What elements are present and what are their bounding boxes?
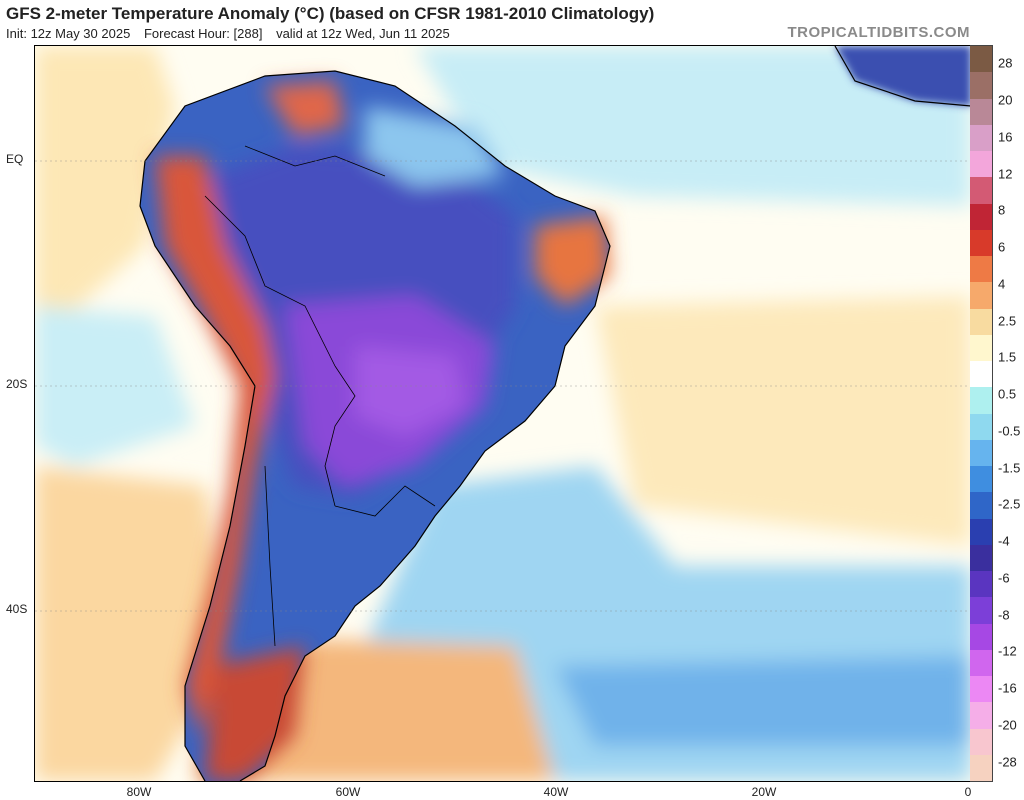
colorbar-tick-label: 20	[998, 92, 1013, 108]
colorbar-tick-label: 0.5	[998, 386, 1017, 402]
run-info: Init: 12z May 30 2025 Forecast Hour: [28…	[6, 26, 460, 41]
colorbar-swatch	[970, 649, 992, 676]
colorbar-swatch	[970, 518, 992, 545]
colorbar-tick-label: 4	[998, 276, 1006, 292]
cold-atlantic-band	[555, 656, 971, 746]
valid-time: valid at 12z Wed, Jun 11 2025	[276, 26, 450, 41]
colorbar-swatch	[970, 282, 992, 309]
colorbar-swatch	[970, 466, 992, 493]
colorbar-tick-label: 6	[998, 239, 1006, 255]
warm-atlantic-east	[595, 296, 971, 546]
lat-label-40s: 40S	[6, 602, 28, 616]
forecast-hour: Forecast Hour: [288]	[143, 26, 263, 41]
lon-label-20w: 20W	[751, 785, 777, 799]
west-coastline	[139, 160, 256, 781]
colorbar-swatch	[970, 413, 992, 440]
colorbar-swatch	[970, 46, 992, 73]
colorbar-swatch	[970, 571, 992, 598]
colorbar-tick-label: 8	[998, 202, 1006, 218]
border-chile-argentina	[264, 465, 276, 647]
coastlines	[139, 46, 971, 781]
colorbar-tick-label: -4	[998, 533, 1010, 549]
colorbar-tick-label: 12	[998, 166, 1013, 182]
colorbar-swatch	[970, 361, 992, 388]
africa-corner	[835, 46, 971, 106]
colorbar-swatch	[970, 256, 992, 283]
colorbar-swatch	[970, 728, 992, 755]
colorbar-tick-label: -8	[998, 607, 1010, 623]
colorbar-swatch	[970, 229, 992, 256]
colorbar-swatch	[970, 544, 992, 571]
continent-anomalies	[155, 81, 610, 781]
colorbar-swatch	[970, 72, 992, 99]
cool-atlantic-north	[415, 46, 971, 206]
warm-north-coast	[265, 81, 345, 136]
colorbar-tick-label: 28	[998, 55, 1013, 71]
map-canvas	[35, 46, 971, 781]
colorbar-swatch	[970, 177, 992, 204]
colorbar-tick-label: -6	[998, 570, 1010, 586]
colorbar-tick-label: -16	[998, 680, 1017, 696]
lon-label-0: 0	[964, 785, 972, 799]
warm-northeast	[535, 216, 610, 306]
colorbar-tick-label: 16	[998, 129, 1013, 145]
colorbar-swatch	[970, 98, 992, 125]
colorbar-swatch	[970, 151, 992, 178]
border-paraguay	[334, 485, 436, 517]
lon-label-40w: 40W	[543, 785, 569, 799]
colorbar-swatch	[970, 203, 992, 230]
graticule	[35, 160, 971, 612]
colorbar-swatch	[970, 702, 992, 729]
colorbar-tick-label: 2.5	[998, 313, 1017, 329]
colorbar-swatch	[970, 334, 992, 361]
init-time: Init: 12z May 30 2025	[6, 26, 131, 41]
border-peru-brazil	[204, 195, 336, 367]
colorbar-tick-label: 1.5	[998, 349, 1017, 365]
extreme-cold-core	[355, 346, 465, 436]
colorbar-tick-label: -0.5	[998, 423, 1021, 439]
colorbar-tick-label: -28	[998, 754, 1017, 770]
lat-label-eq: EQ	[6, 152, 24, 166]
hot-patagonia	[205, 646, 305, 781]
africa-coastline	[834, 46, 971, 107]
lat-label-20s: 20S	[6, 377, 28, 391]
colorbar-swatch	[970, 492, 992, 519]
warm-pacific-north	[35, 46, 175, 346]
colorbar-swatch	[970, 623, 992, 650]
colorbar-swatch	[970, 597, 992, 624]
cool-north-coast	[365, 106, 505, 186]
east-coastline	[144, 70, 611, 781]
lon-label-60w: 60W	[335, 785, 361, 799]
chart-title: GFS 2-meter Temperature Anomaly (°C) (ba…	[6, 4, 655, 23]
colorbar-tick-label: -20	[998, 717, 1017, 733]
border-bolivia	[324, 365, 356, 507]
lon-label-80w: 80W	[126, 785, 152, 799]
colorbar-tick-label: -1.5	[998, 460, 1021, 476]
warm-andes	[155, 156, 275, 736]
anomaly-map	[34, 45, 972, 782]
colorbar-swatch	[970, 754, 992, 781]
colorbar-swatch	[970, 676, 992, 703]
colorbar-tick-label: -12	[998, 643, 1017, 659]
colorbar-swatch	[970, 308, 992, 335]
colorbar-swatch	[970, 124, 992, 151]
brand-watermark: TROPICALTIDBITS.COM	[787, 24, 970, 41]
colorbar-tick-label: -2.5	[998, 496, 1021, 512]
colorbar	[970, 45, 993, 782]
colorbar-swatch	[970, 439, 992, 466]
colorbar-swatch	[970, 387, 992, 414]
